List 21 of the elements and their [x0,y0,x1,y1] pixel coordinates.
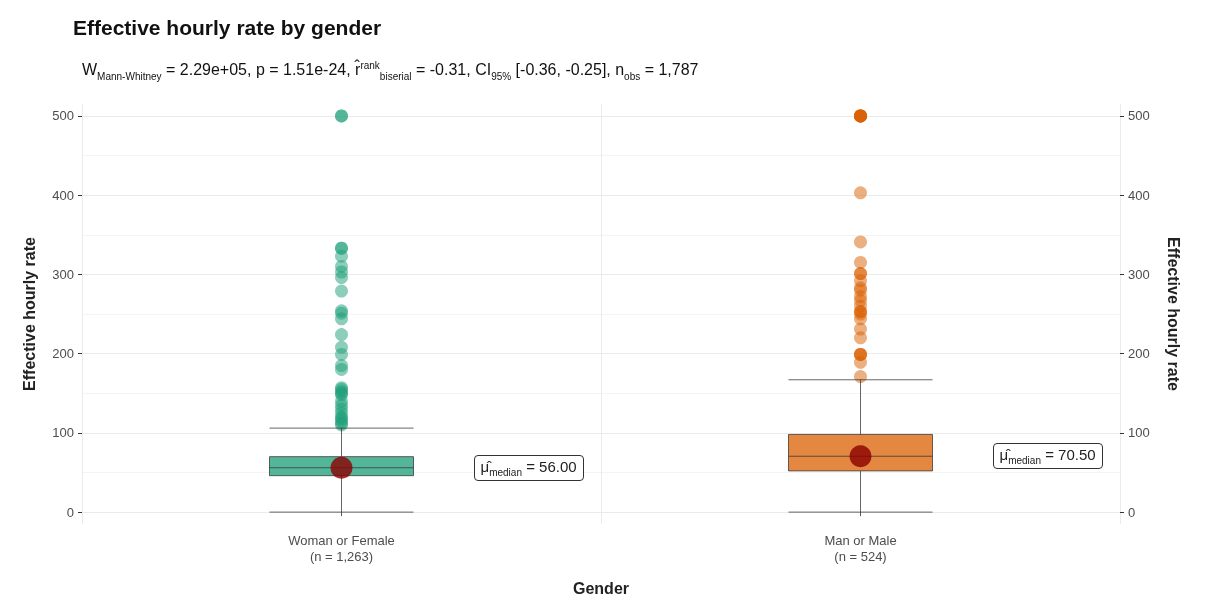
chart-title: Effective hourly rate by gender [73,16,382,39]
x-axis-title: Gender [572,579,630,597]
y-tick-label: 100 [52,425,74,441]
y2-tick-label: 0 [1128,504,1136,520]
y2-tick-label: 400 [1128,187,1150,203]
y-tick-label: 500 [52,108,74,124]
y2-tick-label: 100 [1128,425,1150,441]
y-axis-title: Effective hourly rate [20,236,38,391]
y-tick-label: 300 [52,266,74,282]
text: W$_{Mann-Whitney}$ = 2.29e+05, p = 1.51e-24, r̂$^{rank}$$_{biserial}$ = -0.31, CI$_{95%}$ [-0.36, -0.25], n$_{obs}$ = 1,787 [82,60,699,82]
y2-tick-label: 300 [1128,266,1150,282]
y2-tick-label: 200 [1128,346,1150,362]
annotation: μ̂$_{median}$ = 56.00 [473,454,584,481]
y2-tick-label: 500 [1128,108,1150,124]
y-tick-label: 200 [52,346,74,362]
y-tick-label: 400 [52,187,74,203]
y-tick-label: 0 [66,504,74,520]
x-tick-label: Man or Male (n = 524) [824,532,897,564]
x-tick-label: Woman or Female (n = 1,263) [288,532,395,564]
annotation: μ̂$_{median}$ = 70.50 [992,443,1103,470]
y2-axis-title: Effective hourly rate [1164,237,1182,392]
